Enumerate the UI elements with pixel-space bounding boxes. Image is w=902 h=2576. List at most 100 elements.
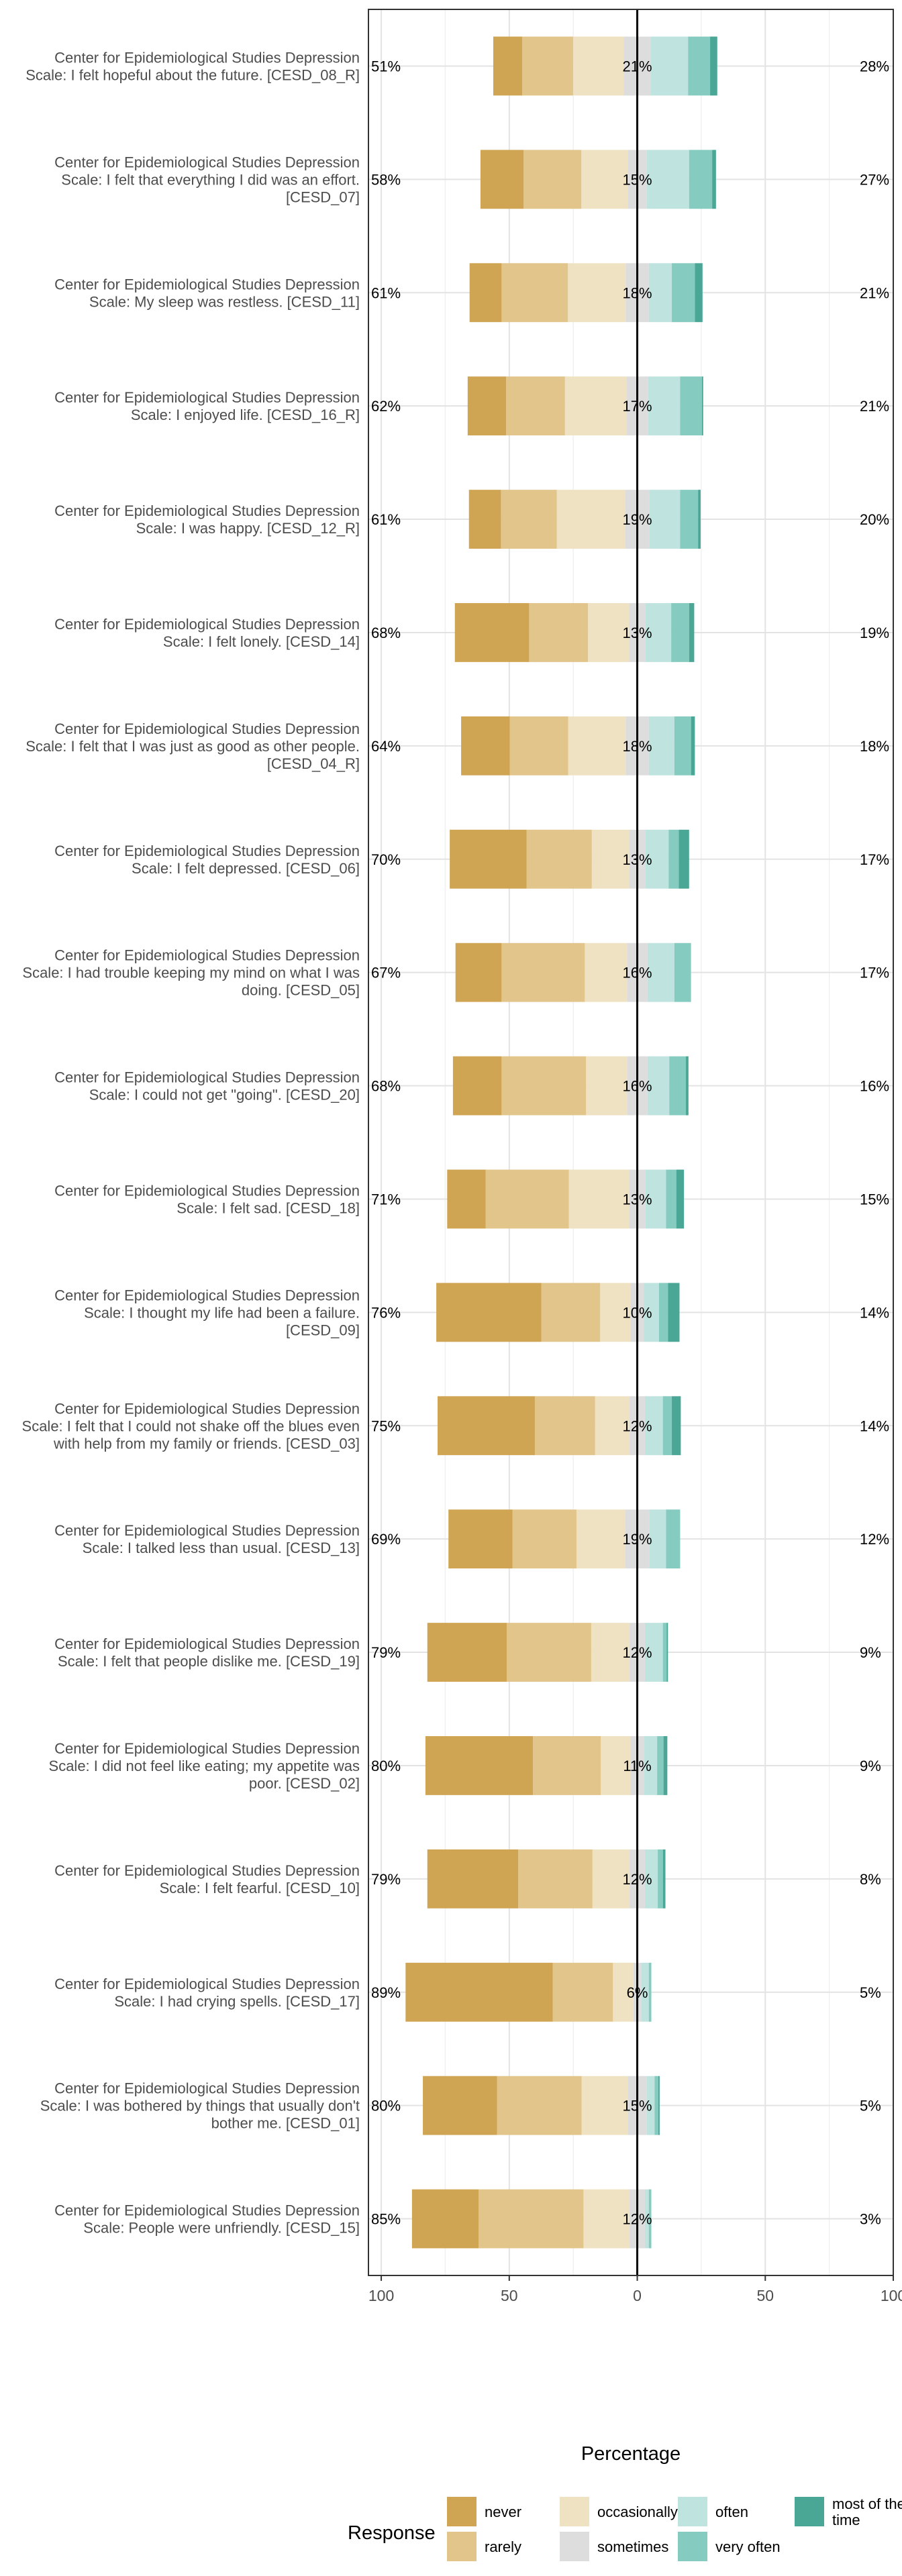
- bar-segment: [564, 376, 627, 436]
- bar-row: [405, 1962, 652, 2022]
- bar-segment: [658, 1849, 663, 1909]
- legend-item: often: [678, 2497, 748, 2526]
- low-percent-label: 71%: [371, 1191, 401, 1208]
- bar-segment: [647, 943, 674, 1002]
- high-percent-label: 28%: [860, 58, 889, 74]
- low-percent-label: 69%: [371, 1531, 401, 1548]
- bar-segment: [672, 1396, 681, 1456]
- y-axis-label: Center for Epidemiological Studies Depre…: [22, 947, 360, 999]
- bar-segment: [637, 716, 649, 775]
- legend-label: never: [485, 2504, 521, 2520]
- bar-row: [448, 1509, 681, 1569]
- bar-segment: [454, 603, 530, 662]
- bar-segment: [568, 1169, 630, 1229]
- bar-segment: [600, 1283, 631, 1342]
- bar-segment: [627, 1056, 638, 1116]
- bar-segment: [447, 1169, 486, 1229]
- percentage-labels: 51% 21% 28% 58% 15% 27% 61% 18% 21% 62% 17% 21% 61% 1…: [371, 58, 889, 2227]
- bar-segment: [613, 1962, 634, 2022]
- low-percent-label: 80%: [371, 1758, 401, 1774]
- y-axis-label: Center for Epidemiological Studies Depre…: [54, 2202, 360, 2237]
- bar-segment: [680, 490, 699, 549]
- bar-segment: [649, 490, 681, 549]
- bar-segment: [436, 1283, 542, 1342]
- legend-key: [678, 2497, 707, 2526]
- bar-segment: [662, 1396, 672, 1456]
- legend-item: most of the time: [795, 2496, 902, 2528]
- y-axis-label: Center for Epidemiological Studies Depre…: [26, 49, 360, 83]
- low-percent-label: 89%: [371, 1984, 401, 2001]
- legend-label: very often: [715, 2538, 781, 2555]
- bar-segment: [637, 376, 648, 436]
- bar-segment: [637, 2189, 645, 2249]
- bar-segment: [644, 1849, 658, 1909]
- neutral-percent-label: 18%: [623, 738, 652, 755]
- legend-key: [678, 2532, 707, 2561]
- bar-segment: [591, 829, 630, 889]
- bar-segment: [526, 829, 592, 889]
- legend-item: rarely: [447, 2532, 521, 2561]
- bar-segment: [629, 603, 638, 662]
- bar-segment: [518, 1849, 593, 1909]
- neutral-percent-label: 10%: [623, 1304, 652, 1321]
- bar-segment: [648, 376, 681, 436]
- neutral-percent-label: 19%: [623, 511, 652, 528]
- bar-segment: [448, 1509, 513, 1569]
- bar-segment: [588, 603, 630, 662]
- bar-row: [469, 263, 703, 323]
- neutral-percent-label: 18%: [623, 284, 652, 301]
- low-percent-label: 62%: [371, 398, 401, 415]
- bar-segment: [686, 1056, 689, 1116]
- bar-segment: [425, 1736, 534, 1795]
- bar-segment: [626, 376, 638, 436]
- bar-segment: [646, 150, 689, 209]
- y-axis-label: Center for Epidemiological Studies Depre…: [54, 1522, 360, 1556]
- neutral-percent-label: 12%: [623, 1417, 652, 1434]
- bar-segment: [648, 716, 674, 775]
- x-tick-label: 100: [368, 2287, 394, 2304]
- low-percent-label: 68%: [371, 1078, 401, 1095]
- bar-segment: [662, 1849, 666, 1909]
- bar-segment: [523, 150, 582, 209]
- bar-segment: [467, 376, 507, 436]
- bar-segment: [663, 1736, 668, 1795]
- bar-segment: [485, 1169, 569, 1229]
- neutral-percent-label: 11%: [623, 1758, 651, 1774]
- bar-segment: [572, 36, 624, 96]
- bar-segment: [411, 2189, 479, 2249]
- bar-segment: [633, 1962, 638, 2022]
- bar-segment: [501, 1056, 587, 1116]
- bar-row: [455, 943, 691, 1002]
- y-axis-label: Center for Epidemiological Studies Depre…: [54, 1976, 360, 2010]
- y-axis-label: Center for Epidemiological Studies Depre…: [54, 154, 360, 205]
- legend-key: [560, 2532, 589, 2561]
- legend-label: occasionally: [597, 2504, 678, 2520]
- bar-segment: [629, 1169, 638, 1229]
- y-axis-label: Center for Epidemiological Studies Depre…: [54, 616, 360, 650]
- legend-item: sometimes: [560, 2532, 668, 2561]
- bar-segment: [625, 263, 638, 323]
- high-percent-label: 8%: [860, 1871, 881, 1888]
- bar-segment: [556, 490, 625, 549]
- y-axis-label: Center for Epidemiological Studies Depre…: [54, 1862, 360, 1896]
- bar-segment: [437, 1396, 535, 1456]
- bar-segment: [601, 1736, 631, 1795]
- bar-segment: [583, 2189, 630, 2249]
- bar-segment: [637, 1056, 648, 1116]
- bar-row: [480, 150, 716, 209]
- bar-segment: [630, 1623, 638, 1682]
- bar-segment: [671, 603, 689, 662]
- neutral-percent-label: 19%: [623, 1531, 652, 1548]
- x-axis-title: Percentage: [581, 2443, 681, 2465]
- low-percent-label: 79%: [371, 1644, 401, 1661]
- high-percent-label: 12%: [860, 1531, 889, 1548]
- bar-row: [437, 1396, 681, 1456]
- bar-segment: [691, 716, 695, 775]
- legend-key: [447, 2532, 477, 2561]
- bar-segment: [666, 1509, 681, 1569]
- bar-segment: [581, 150, 628, 209]
- y-axis-label: Center for Epidemiological Studies Depre…: [54, 502, 360, 537]
- high-percent-label: 18%: [860, 738, 889, 755]
- high-percent-label: 21%: [860, 398, 889, 415]
- bar-segment: [666, 1623, 668, 1682]
